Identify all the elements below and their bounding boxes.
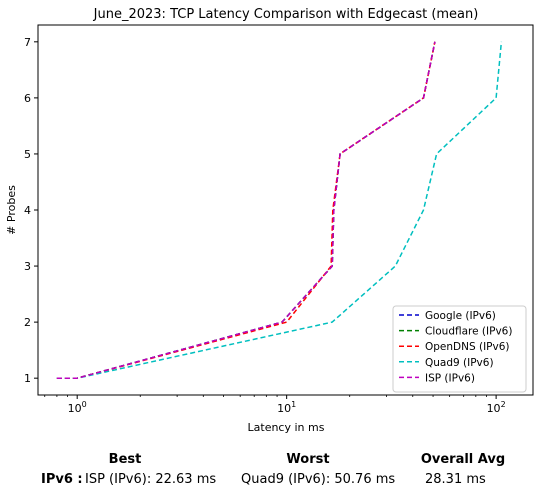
chart-title: June_2023: TCP Latency Comparison with E… <box>93 7 479 22</box>
series-line <box>56 41 436 379</box>
latency-chart: June_2023: TCP Latency Comparison with E… <box>5 7 534 434</box>
overall-avg-header: Overall Avg <box>420 452 506 467</box>
legend-box <box>392 305 527 393</box>
y-tick-label: 2 <box>24 316 31 329</box>
best-value: ISP (IPv6): 22.63 ms <box>85 472 217 487</box>
x-tick-label: 102 <box>487 400 506 415</box>
y-tick-label: 1 <box>24 372 31 385</box>
y-tick-label: 5 <box>24 148 31 161</box>
y-tick-label: 3 <box>24 260 31 273</box>
y-tick-label: 7 <box>24 36 31 49</box>
worst-header: Worst <box>286 452 330 467</box>
y-axis-label: # Probes <box>5 185 18 235</box>
series-line <box>56 41 503 379</box>
series-line <box>56 41 436 379</box>
overall-avg-value: 28.31 ms <box>425 472 486 487</box>
x-axis: 100 101 102 <box>44 395 506 415</box>
ipv6-row-label: IPv6 : <box>41 472 83 487</box>
y-tick-label: 6 <box>24 92 31 105</box>
x-tick-label: 100 <box>68 400 87 415</box>
x-axis-label: Latency in ms <box>248 421 325 434</box>
series-lines <box>56 41 503 379</box>
y-axis: 1 2 3 4 5 6 7 <box>24 36 38 385</box>
legend-label: Google (IPv6) <box>425 310 496 322</box>
worst-value: Quad9 (IPv6): 50.76 ms <box>241 472 396 487</box>
legend-label: OpenDNS (IPv6) <box>425 341 510 353</box>
legend: Google (IPv6) Cloudflare (IPv6) OpenDNS (I… <box>392 305 527 393</box>
series-line <box>56 41 436 379</box>
series-line <box>56 41 436 379</box>
legend-label: Cloudflare (IPv6) <box>425 326 512 338</box>
legend-label: ISP (IPv6) <box>425 372 475 384</box>
x-tick-label: 101 <box>277 400 296 415</box>
y-tick-label: 4 <box>24 204 31 217</box>
legend-label: Quad9 (IPv6) <box>425 357 494 369</box>
best-header: Best <box>108 452 142 467</box>
